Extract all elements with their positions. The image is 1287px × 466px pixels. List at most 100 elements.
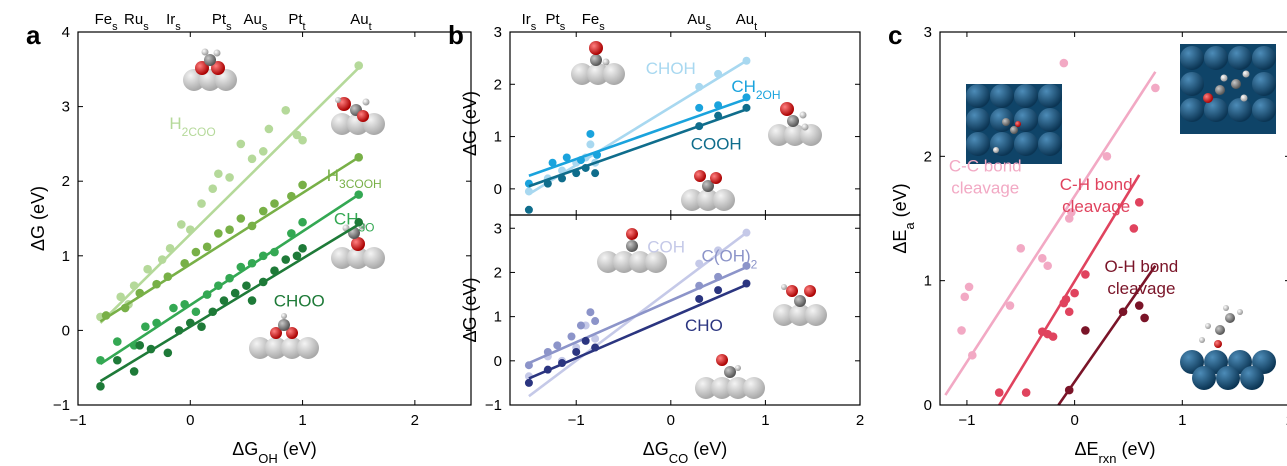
panel-a-xtick-label: 0 <box>186 412 194 429</box>
panel-b-top-fit-line <box>528 108 747 188</box>
panel-b-bottom-ytick-label: 1 <box>494 309 502 326</box>
panel-a-data-point <box>236 214 246 223</box>
panel-c-ytick-label: 2 <box>924 148 932 165</box>
panel-c-series-label: C-C bond <box>949 156 1022 175</box>
panel-b-bottom-data-point <box>581 336 590 345</box>
panel-a-data-point <box>163 272 173 281</box>
panel-b-bottom-xtick-label: 2 <box>856 412 864 429</box>
panel-c-data-point <box>1081 270 1090 279</box>
panel-a-data-point <box>242 281 251 290</box>
panel-a-series-label: CHOO <box>274 292 325 311</box>
panel-a-top-label: Aut <box>350 11 371 33</box>
panel-b-top-data-point <box>695 122 704 131</box>
molecule-ch2oh-illustration <box>768 102 822 146</box>
panel-c-series-label: cleavage <box>951 178 1019 197</box>
panel-c-data-point <box>1118 307 1128 317</box>
panel-b-illustrations <box>571 41 827 399</box>
panel-b-panel-letter: b <box>448 20 464 50</box>
panel-b-bottom-data-point <box>543 347 552 356</box>
panel-a-frame <box>77 31 472 406</box>
panel-b-top-data-point <box>562 153 571 162</box>
panel-c-series: C-H bond cleavage <box>994 174 1144 406</box>
panel-c-xtick-label: 0 <box>1070 412 1078 429</box>
panel-c-data-point <box>994 388 1004 397</box>
panel-a-data-point <box>354 190 364 199</box>
panel-b-top-data-point <box>714 101 723 110</box>
panel-a-data-point <box>225 173 234 182</box>
panel-b-top-series-label: CH2OH <box>731 77 780 102</box>
panel-a-data-point <box>298 135 307 145</box>
panel-a-data-point <box>180 299 189 309</box>
panel-a-data-point <box>354 217 364 227</box>
panel-c-series-label: cleavage <box>1062 197 1130 216</box>
panel-c-xtick-label: 2 <box>1286 412 1287 429</box>
panel-b-top-data-point <box>593 150 602 159</box>
panel-c-data-point <box>960 292 970 302</box>
panel-a-data-point <box>177 220 186 229</box>
panel-a-data-point <box>185 318 195 328</box>
panel-a-data-point <box>270 247 279 257</box>
molecule-ch3o-illustration <box>331 222 385 269</box>
surface-cc-illustration <box>966 84 1062 164</box>
panel-b-bottom-data-point <box>695 259 704 268</box>
panel-b-x-axis-label: ΔGCO (eV) <box>643 439 728 466</box>
panel-b-bottom-ytick-label: 2 <box>494 264 502 281</box>
panel-a-illustrations <box>183 48 385 359</box>
panel-c-data-point <box>1064 307 1074 317</box>
panel-b-bottom-data-point <box>553 341 562 350</box>
panel-c-data-point <box>1059 58 1069 68</box>
panel-b-top-fit-line <box>528 97 747 178</box>
panel-a-series: CH3O <box>96 190 375 366</box>
panel-c-series: C-C bond cleavage <box>944 58 1160 396</box>
panel-b-top-data-point <box>714 69 723 78</box>
panel-c-series-label: O-H bond <box>1105 257 1179 276</box>
panel-b-bottom-data-point <box>543 365 552 374</box>
panel-a-ytick-label: 1 <box>62 248 70 265</box>
panel-a-ytick-label: −1 <box>53 397 70 414</box>
panel-b-y-axis-label: ΔG (eV) <box>460 91 480 156</box>
panel-b-top-data-point <box>548 158 557 167</box>
panel-b-bottom-data-point <box>742 228 751 237</box>
panel-a-y-axis-label: ΔG (eV) <box>28 186 48 251</box>
molecule-coh-illustration <box>597 228 667 273</box>
panel-a-xtick-label: −1 <box>69 412 86 429</box>
panel-b-bottom-series: CHO <box>524 279 751 387</box>
panel-c-illustrations <box>966 44 1276 390</box>
panel-a-data-point <box>298 217 307 227</box>
panel-b-top-series: CH2OH <box>524 77 781 188</box>
panel-a-data-point <box>174 326 184 335</box>
panel-b-bottom-data-point <box>524 361 533 370</box>
panel-a-data-point <box>236 139 246 149</box>
panel-a-data-point <box>96 355 105 365</box>
panel-b-top-ytick-label: 3 <box>494 24 502 41</box>
panel-b-top-label: Fes <box>582 11 606 33</box>
panel-a-data-point <box>113 355 122 365</box>
panel-c-data-point <box>1021 388 1031 397</box>
panel-b-bottom-data-point <box>742 279 751 288</box>
panel-a-data-point <box>298 244 307 253</box>
panel-a-series: H3COOH <box>99 153 382 323</box>
panel-c-data-point <box>964 282 974 292</box>
panel-c-series: O-H bond cleavage <box>1057 257 1179 406</box>
panel-a-data-point <box>225 225 234 234</box>
panel-a-data-point <box>120 303 130 313</box>
panel-b-top-data-point <box>572 169 581 178</box>
panel-a-panel-letter: a <box>26 20 41 50</box>
panel-b-bottom-data-point <box>576 321 585 330</box>
panel-a-data-point <box>354 61 364 70</box>
molecule-coh2-illustration <box>773 284 827 326</box>
panel-b-bottom-xtick-label: −1 <box>568 412 585 429</box>
panel-a-data-point <box>354 153 364 162</box>
panel-c-data-point <box>1043 261 1052 271</box>
panel-b-bottom-data-point <box>695 294 704 303</box>
panel-c-ytick-label: 3 <box>924 24 932 41</box>
panel-b-top-ytick-label: 2 <box>494 76 502 93</box>
molecule-choh-illustration <box>571 41 625 85</box>
panel-a-x-axis-label: ΔGOH (eV) <box>232 439 317 466</box>
panel-b-top-series: COOH <box>524 103 751 214</box>
panel-a-data-point <box>96 382 105 391</box>
panel-a-data-point <box>208 307 218 317</box>
panel-a-series-label: H2COO <box>169 114 215 139</box>
panel-a-data-point <box>197 322 206 331</box>
